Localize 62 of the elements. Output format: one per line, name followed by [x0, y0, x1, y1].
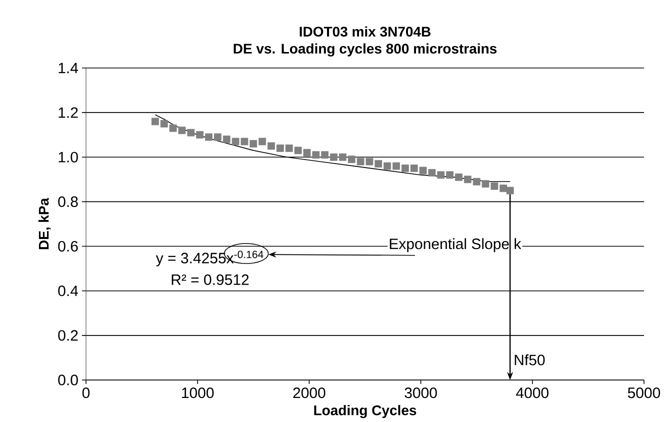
point: [205, 133, 212, 141]
point: [446, 171, 454, 179]
point: [321, 151, 329, 159]
x-tick-label: 3000: [404, 388, 437, 398]
point: [464, 176, 472, 184]
point: [410, 164, 418, 172]
point: [160, 120, 168, 128]
point: [214, 133, 222, 141]
y-tick-label: 0.0: [58, 374, 78, 386]
point: [401, 164, 409, 172]
point: [240, 138, 248, 146]
point: [472, 178, 480, 186]
point: [268, 142, 275, 150]
x-tick-label: 5000: [628, 388, 660, 398]
y-tick-label: 1.2: [58, 107, 78, 118]
annotation: R² = 0.9512: [172, 274, 249, 286]
point: [258, 138, 266, 146]
point: [356, 158, 364, 166]
point: [303, 148, 311, 156]
chart-subtitle: DE vs. Loading cycles 800 microstrains: [234, 43, 497, 56]
point: [285, 144, 293, 152]
point: [178, 126, 186, 134]
x-tick-label: 0: [82, 388, 90, 398]
point: [187, 128, 195, 136]
point: [419, 166, 427, 174]
point: [348, 156, 356, 164]
point: [169, 124, 177, 132]
point: [374, 160, 382, 168]
x-tick-label: 2000: [293, 388, 326, 398]
y-tick-label: 0.2: [58, 330, 78, 341]
point: [151, 118, 159, 126]
point: [330, 153, 338, 161]
x-tick-label: 1000: [182, 388, 214, 398]
x-tick-label: 4000: [516, 388, 548, 398]
annotation: Exponential Slope k: [390, 238, 522, 252]
point: [222, 136, 230, 144]
y-axis-title: DE, kPa: [38, 198, 51, 250]
point: [482, 180, 490, 188]
point: [338, 153, 346, 161]
point: [312, 151, 320, 159]
point: [250, 140, 258, 148]
point: [428, 169, 436, 176]
y-tick-label: 0.4: [58, 286, 78, 296]
y-tick-label: 1.4: [58, 62, 78, 74]
point: [384, 162, 392, 170]
point: [366, 158, 374, 166]
point: [232, 138, 240, 146]
point: [506, 186, 514, 194]
point: [392, 162, 400, 170]
point: [490, 182, 498, 190]
y-tick-label: 0.6: [58, 240, 78, 252]
point: [276, 144, 284, 152]
point: [455, 173, 462, 181]
point: [196, 131, 204, 139]
y-tick-label: 0.8: [58, 196, 78, 208]
annotation: Nf50: [514, 354, 545, 366]
point: [294, 146, 302, 154]
y-tick-label: 1.0: [58, 152, 78, 162]
point: [500, 184, 508, 192]
chart-title: IDOT03 mix 3N704B: [300, 26, 430, 37]
point: [437, 171, 445, 179]
x-axis-title: Loading Cycles: [314, 405, 416, 418]
